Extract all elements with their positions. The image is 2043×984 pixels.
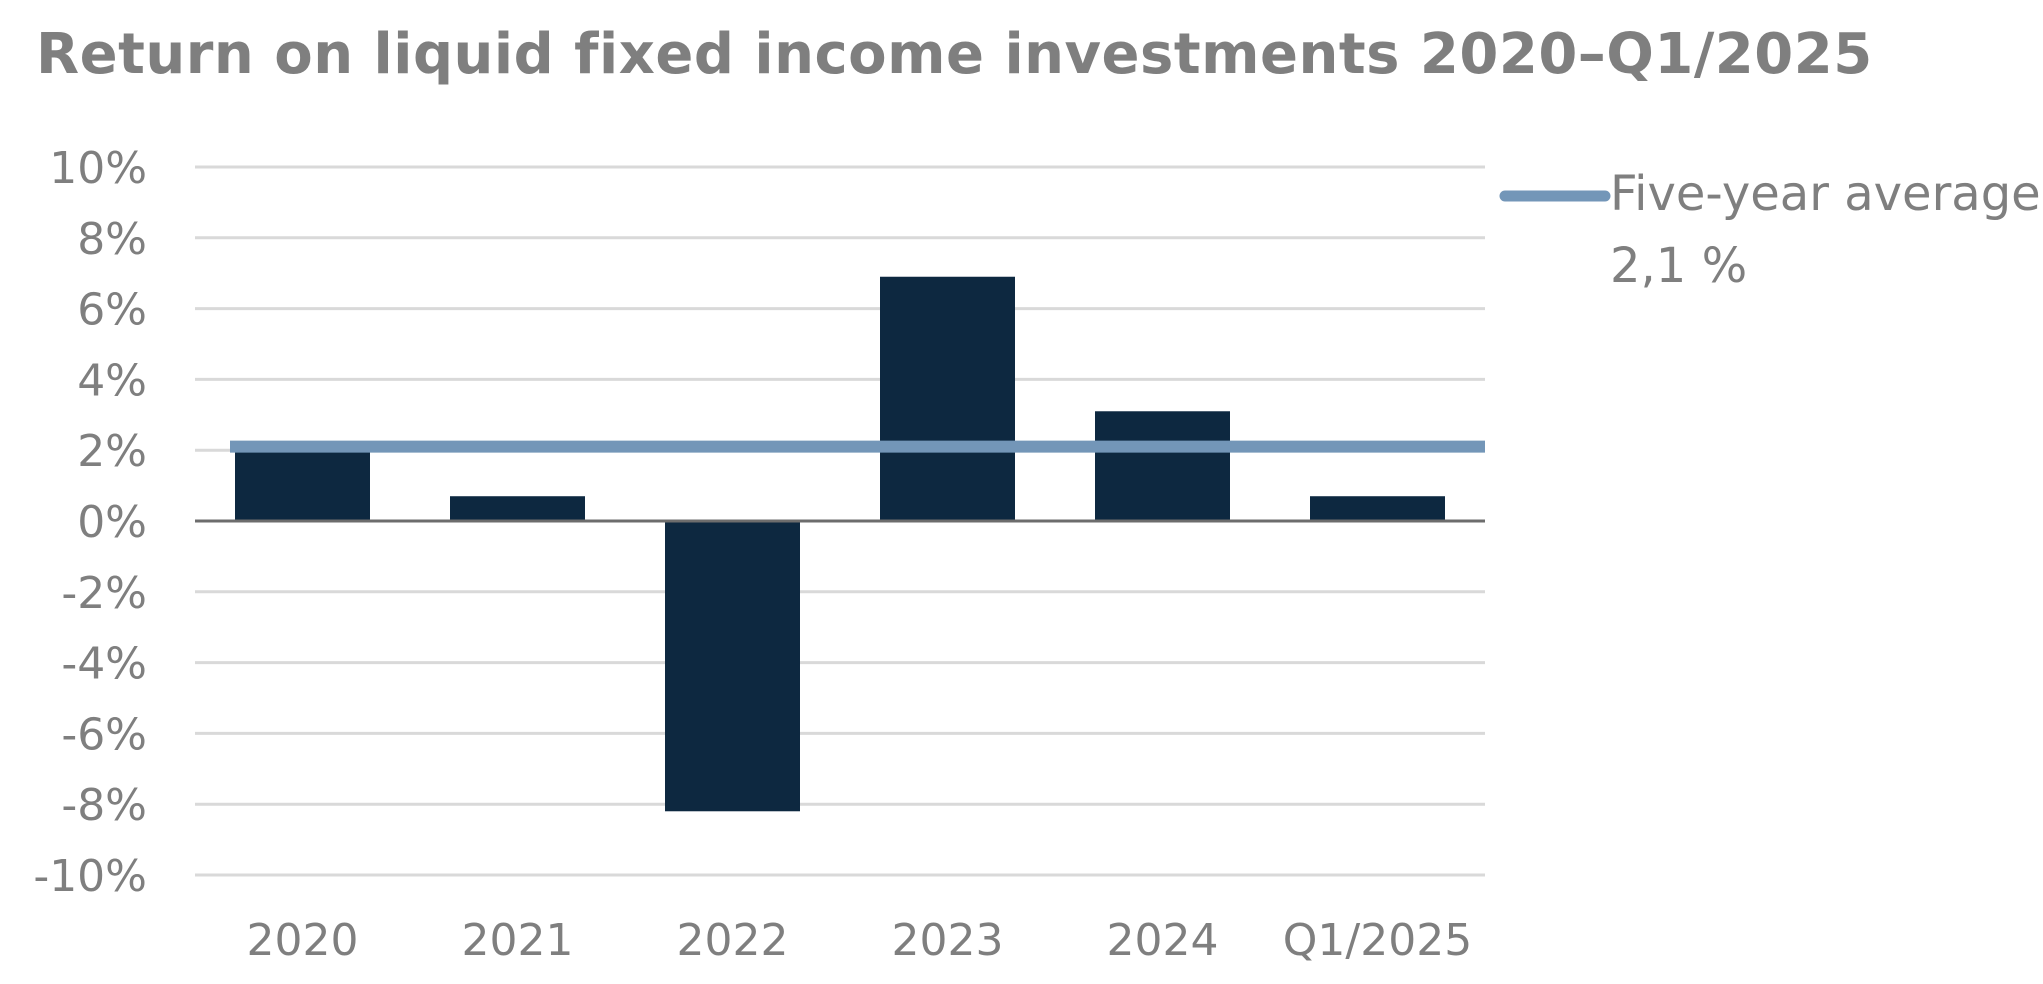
bar-2024	[1095, 411, 1230, 521]
x-axis-ticks: 2020 2021 2022 2023 2024 Q1/2025	[247, 915, 1473, 966]
grid-lines	[195, 165, 1485, 877]
y-tick-label: 6%	[77, 285, 147, 336]
x-tick-label: Q1/2025	[1283, 915, 1472, 966]
x-tick-label: 2022	[677, 915, 789, 966]
y-tick-label: 2%	[77, 426, 147, 477]
bar-2023	[880, 276, 1015, 521]
y-tick-label: -6%	[61, 709, 147, 760]
x-tick-label: 2020	[247, 915, 359, 966]
bar-2020	[235, 446, 370, 521]
y-tick-label: -4%	[61, 639, 147, 690]
bar-2022	[665, 521, 800, 812]
y-tick-label: -10%	[33, 851, 147, 902]
legend: Five-year average 2,1 %	[1499, 166, 2041, 294]
y-axis-ticks: 10% 8% 6% 4% 2% 0% -2% -4% -6% -8% -10%	[33, 143, 147, 902]
chart-title: Return on liquid fixed income investment…	[36, 22, 1873, 87]
x-tick-label: 2021	[462, 915, 574, 966]
y-tick-label: 8%	[77, 214, 147, 265]
legend-value-average: 2,1 %	[1610, 238, 1747, 294]
y-tick-label: 4%	[77, 355, 147, 406]
bar-2021	[450, 496, 585, 521]
y-tick-label: 0%	[77, 497, 147, 548]
y-tick-label: 10%	[49, 143, 147, 194]
y-tick-label: -2%	[61, 568, 147, 619]
x-tick-label: 2023	[892, 915, 1004, 966]
bars	[235, 276, 1445, 812]
bar-q1-2025	[1310, 496, 1445, 521]
x-tick-label: 2024	[1107, 915, 1219, 966]
y-tick-label: -8%	[61, 780, 147, 831]
legend-label-average: Five-year average	[1610, 166, 2041, 222]
